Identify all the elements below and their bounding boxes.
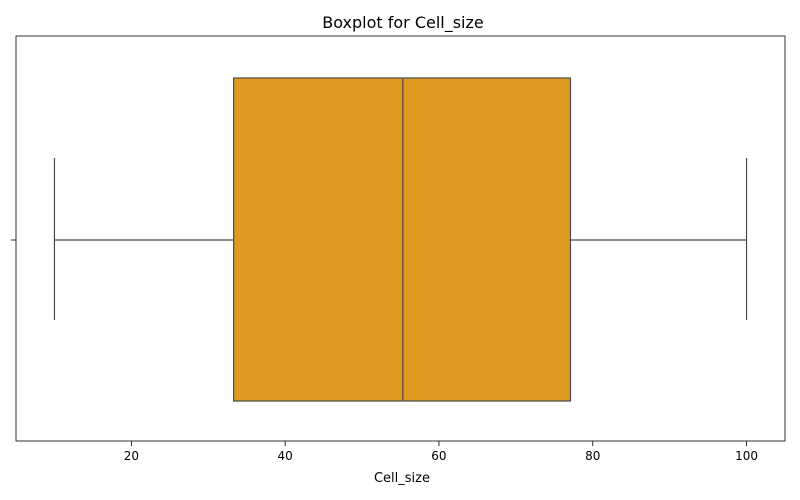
box-iqr <box>233 77 572 402</box>
x-axis-ticks: 20 40 60 80 100 <box>124 441 758 463</box>
x-tick-label-80: 80 <box>585 449 600 463</box>
x-tick-label-40: 40 <box>278 449 293 463</box>
x-tick-label-20: 20 <box>124 449 139 463</box>
chart-title: Boxplot for Cell_size <box>322 13 484 33</box>
x-tick-label-100: 100 <box>735 449 758 463</box>
x-tick-label-60: 60 <box>431 449 446 463</box>
plot-frame <box>15 35 786 442</box>
boxplot-group <box>53 77 748 402</box>
x-axis-label: Cell_size <box>374 471 430 486</box>
